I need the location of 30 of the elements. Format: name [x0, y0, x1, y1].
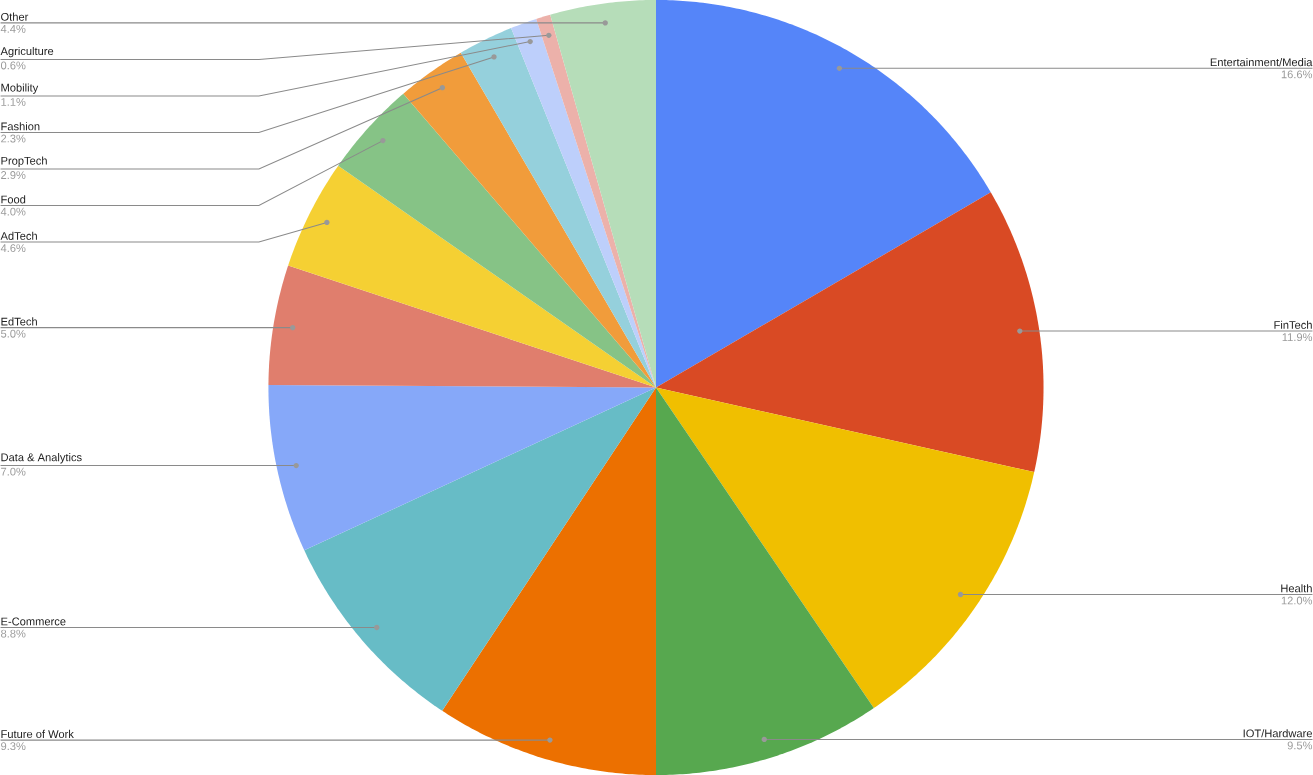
- data-label: 11.9%: [1282, 333, 1313, 342]
- data-label: 4.0%: [0, 207, 26, 216]
- data-label: 9.5%: [1287, 741, 1313, 750]
- slice-label: Other: [1, 12, 29, 21]
- data-label: 9.3%: [1, 742, 26, 751]
- data-label: 8.8%: [1, 629, 26, 638]
- data-label: 12.0%: [1281, 596, 1313, 605]
- slice-label: Mobility: [1, 83, 39, 94]
- data-label: 4.4%: [0, 24, 26, 33]
- data-label: 1.1%: [1, 98, 26, 106]
- slice-label: Health: [1281, 584, 1312, 593]
- data-label: 7.0%: [1, 467, 26, 476]
- slice-label: PropTech: [1, 156, 47, 167]
- data-label: 0.6%: [0, 61, 26, 70]
- slice-label: Food: [1, 195, 26, 204]
- slice-label: FinTech: [1274, 320, 1312, 329]
- slice-label: Data & Analytics: [1, 453, 82, 464]
- slice-label: Entertainment/Media: [1210, 57, 1313, 67]
- data-label: 16.6%: [1281, 70, 1313, 79]
- slice-label: Agriculture: [0, 46, 54, 58]
- data-label: 4.6%: [0, 244, 26, 253]
- slice-label: E-Commerce: [1, 617, 66, 626]
- data-label: 2.9%: [1, 171, 26, 179]
- data-label: 5.0%: [0, 329, 26, 338]
- slice-label: IOT/Hardware: [1243, 729, 1312, 738]
- data-label: 2.3%: [1, 134, 26, 143]
- slice-label: AdTech: [0, 231, 37, 240]
- slice-label: EdTech: [1, 317, 37, 326]
- slice-label: Fashion: [1, 122, 40, 131]
- slice-label: Future of Work: [1, 729, 74, 738]
